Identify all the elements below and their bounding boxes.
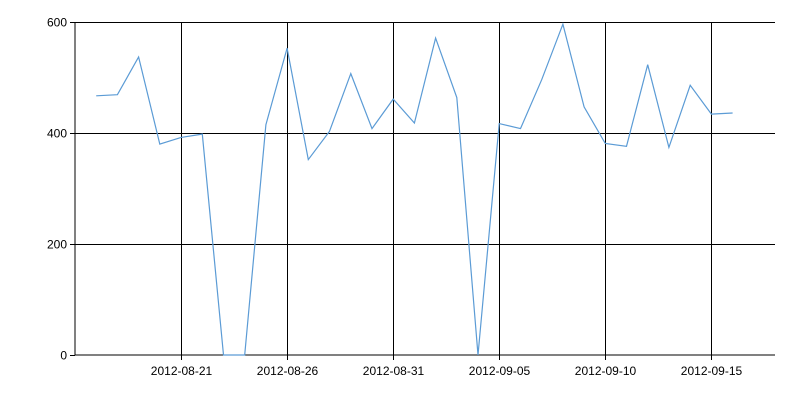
- data-point: [264, 123, 268, 127]
- data-point: [285, 46, 289, 50]
- y-tick-labels: 0 200 400 600: [47, 16, 67, 363]
- grid: [70, 22, 775, 360]
- data-point: [603, 142, 607, 146]
- data-point: [391, 97, 395, 101]
- data-point: [519, 127, 523, 131]
- data-point: [455, 96, 459, 100]
- data-point: [179, 135, 183, 139]
- axes: [74, 22, 775, 356]
- y-tick-label: 0: [60, 349, 67, 363]
- x-tick-label: 2012-09-05: [469, 364, 531, 378]
- data-point: [349, 72, 353, 76]
- x-tick-labels: 2012-08-21 2012-08-26 2012-08-31 2012-09-05…: [151, 364, 743, 378]
- data-point: [222, 353, 226, 357]
- x-tick-label: 2012-08-21: [151, 364, 213, 378]
- data-point: [731, 111, 735, 115]
- data-point: [137, 55, 141, 59]
- data-point: [540, 78, 544, 82]
- data-point: [582, 105, 586, 109]
- data-point: [709, 112, 713, 116]
- data-point: [434, 36, 438, 40]
- data-point: [497, 122, 501, 126]
- y-tick-label: 200: [47, 238, 67, 252]
- data-point: [306, 158, 310, 162]
- y-tick-label: 600: [47, 16, 67, 30]
- data-point: [158, 142, 162, 146]
- series: [94, 22, 735, 357]
- data-point: [476, 353, 480, 357]
- series-line: [96, 22, 733, 356]
- data-point: [625, 144, 629, 148]
- data-point: [115, 93, 119, 97]
- data-point: [646, 63, 650, 67]
- data-point: [412, 121, 416, 125]
- x-tick-label: 2012-08-31: [363, 364, 425, 378]
- x-tick-label: 2012-09-10: [575, 364, 637, 378]
- data-point: [370, 127, 374, 131]
- x-tick-label: 2012-09-15: [681, 364, 743, 378]
- data-point: [328, 129, 332, 133]
- data-point: [667, 145, 671, 149]
- data-point: [561, 22, 565, 26]
- y-tick-label: 400: [47, 127, 67, 141]
- data-point: [94, 94, 98, 98]
- x-tick-label: 2012-08-26: [257, 364, 319, 378]
- data-point: [200, 132, 204, 136]
- data-point: [688, 83, 692, 87]
- data-point: [243, 353, 247, 357]
